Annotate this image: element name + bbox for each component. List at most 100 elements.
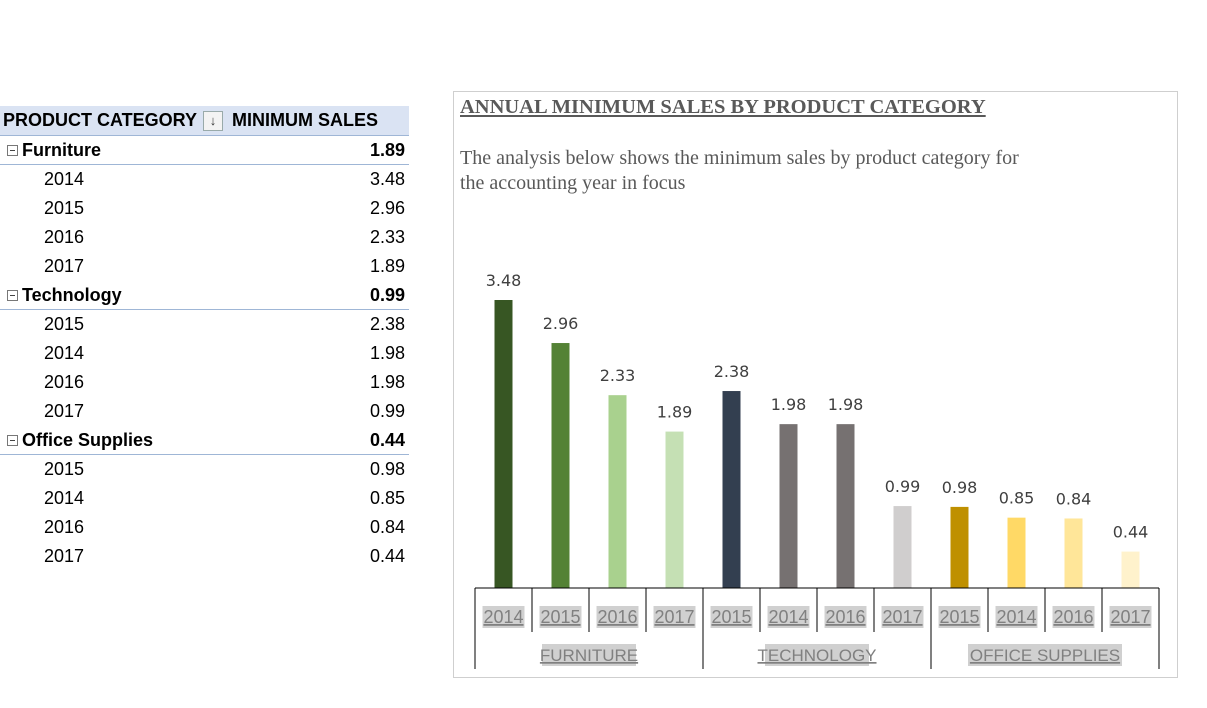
pivot-row-year: 2017 [44, 256, 85, 276]
x-tick-label: 2015 [540, 607, 580, 627]
tick-label-bg [881, 606, 924, 628]
pivot-row-value: 1.98 [369, 372, 405, 392]
chart-title: ANNUAL MINIMUM SALES BY PRODUCT CATEGORY [460, 96, 986, 118]
data-label: 1.89 [657, 403, 693, 422]
pivot-row[interactable]: 2015 2.96 [0, 194, 409, 223]
pivot-row-year: 2015 [44, 314, 85, 334]
x-group-label: OFFICE SUPPLIES [970, 646, 1120, 665]
pivot-group-label: Office Supplies [22, 429, 154, 450]
bar [836, 424, 855, 588]
pivot-row[interactable]: 2014 0.85 [0, 484, 409, 513]
pivot-row[interactable]: 2017 0.44 [0, 542, 409, 571]
pivot-row-year: 2017 [44, 546, 85, 566]
x-tick-label: 2016 [825, 607, 865, 627]
pivot-group-total: 1.89 [369, 139, 405, 160]
pivot-row[interactable]: 2014 1.98 [0, 339, 409, 368]
pivot-table: PRODUCT CATEGORY ↓ MINIMUM SALES Furnitu… [0, 106, 409, 571]
bar [1064, 518, 1083, 588]
collapse-icon[interactable] [7, 289, 18, 301]
pivot-header-category-label: PRODUCT CATEGORY [3, 110, 198, 130]
pivot-row[interactable]: 2016 0.84 [0, 513, 409, 542]
pivot-row-year: 2016 [44, 227, 85, 247]
bar [1007, 517, 1026, 588]
pivot-group-row-office-supplies[interactable]: Office Supplies 0.44 [0, 426, 409, 455]
bar [893, 506, 912, 588]
pivot-row-value: 3.48 [369, 169, 405, 189]
chart-subtitle: The analysis below shows the minimum sal… [460, 147, 1019, 194]
data-label: 0.85 [999, 489, 1035, 508]
pivot-header-value[interactable]: MINIMUM SALES [232, 110, 378, 130]
pivot-header-category[interactable]: PRODUCT CATEGORY ↓ [0, 110, 228, 131]
x-tick-label: 2016 [1053, 607, 1093, 627]
pivot-group-row-furniture[interactable]: Furniture 1.89 [0, 136, 409, 165]
pivot-row-year: 2014 [44, 169, 85, 189]
tick-label-bg [1052, 606, 1095, 628]
group-label-bg [765, 644, 869, 666]
pivot-row-value: 2.96 [369, 198, 405, 218]
group-label-bg [968, 644, 1122, 666]
pivot-row-year: 2017 [44, 401, 85, 421]
data-label: 1.98 [771, 395, 807, 414]
pivot-row-value: 2.38 [369, 314, 405, 334]
tick-label-bg [653, 606, 696, 628]
tick-label-bg [596, 606, 639, 628]
sort-filter-icon[interactable]: ↓ [203, 110, 224, 131]
pivot-row-value: 0.99 [369, 401, 405, 421]
pivot-row-value: 0.84 [369, 517, 405, 537]
tick-label-bg [824, 606, 867, 628]
pivot-row-value: 0.85 [369, 488, 405, 508]
pivot-row-value: 1.98 [369, 343, 405, 363]
pivot-row[interactable]: 2014 3.48 [0, 165, 409, 194]
pivot-row[interactable]: 2017 1.89 [0, 252, 409, 281]
pivot-row-value: 1.89 [369, 256, 405, 276]
tick-label-bg [1109, 606, 1152, 628]
bar [1121, 551, 1140, 588]
x-tick-label: 2014 [768, 607, 808, 627]
data-label: 0.44 [1113, 523, 1149, 542]
bar [779, 424, 798, 588]
pivot-row[interactable]: 2015 0.98 [0, 455, 409, 484]
collapse-icon[interactable] [7, 434, 18, 446]
data-label: 1.98 [828, 395, 864, 414]
pivot-row-value: 0.98 [369, 459, 405, 479]
pivot-row-year: 2014 [44, 343, 85, 363]
pivot-group-total: 0.99 [369, 284, 405, 305]
pivot-group-row-technology[interactable]: Technology 0.99 [0, 281, 409, 310]
pivot-row-year: 2015 [44, 459, 85, 479]
data-label: 2.33 [600, 366, 636, 385]
pivot-row-year: 2014 [44, 488, 85, 508]
tick-label-bg [482, 606, 525, 628]
data-label: 0.84 [1056, 489, 1092, 508]
collapse-icon[interactable] [7, 144, 18, 156]
pivot-row-year: 2016 [44, 372, 85, 392]
pivot-row[interactable]: 2016 1.98 [0, 368, 409, 397]
bar-chart[interactable]: 3.48 2014 2.96 2015 2.33 2016 1.89 2017 FURNITUR… [454, 92, 1177, 677]
pivot-header-row: PRODUCT CATEGORY ↓ MINIMUM SALES [0, 106, 409, 136]
bar [551, 343, 570, 588]
x-tick-label: 2016 [597, 607, 637, 627]
x-tick-label: 2014 [483, 607, 523, 627]
pivot-row[interactable]: 2015 2.38 [0, 310, 409, 339]
pivot-row[interactable]: 2016 2.33 [0, 223, 409, 252]
data-label: 0.98 [942, 478, 978, 497]
tick-label-bg [938, 606, 981, 628]
bar [722, 391, 741, 588]
x-tick-label: 2017 [882, 607, 922, 627]
bar [494, 300, 513, 588]
tick-label-bg [539, 606, 582, 628]
pivot-row-year: 2015 [44, 198, 85, 218]
bar [950, 506, 969, 588]
pivot-row[interactable]: 2017 0.99 [0, 397, 409, 426]
x-tick-label: 2017 [1110, 607, 1150, 627]
data-label: 0.99 [885, 477, 921, 496]
x-tick-label: 2014 [996, 607, 1036, 627]
x-group-label: TECHNOLOGY [757, 646, 876, 665]
tick-label-bg [767, 606, 810, 628]
pivot-group-total: 0.44 [369, 429, 405, 450]
data-label: 3.48 [486, 271, 522, 290]
data-label: 2.96 [543, 314, 579, 333]
pivot-row-value: 2.33 [369, 227, 405, 247]
tick-label-bg [995, 606, 1038, 628]
chart-panel[interactable]: ANNUAL MINIMUM SALES BY PRODUCT CATEGORY… [453, 91, 1178, 678]
x-tick-label: 2017 [654, 607, 694, 627]
